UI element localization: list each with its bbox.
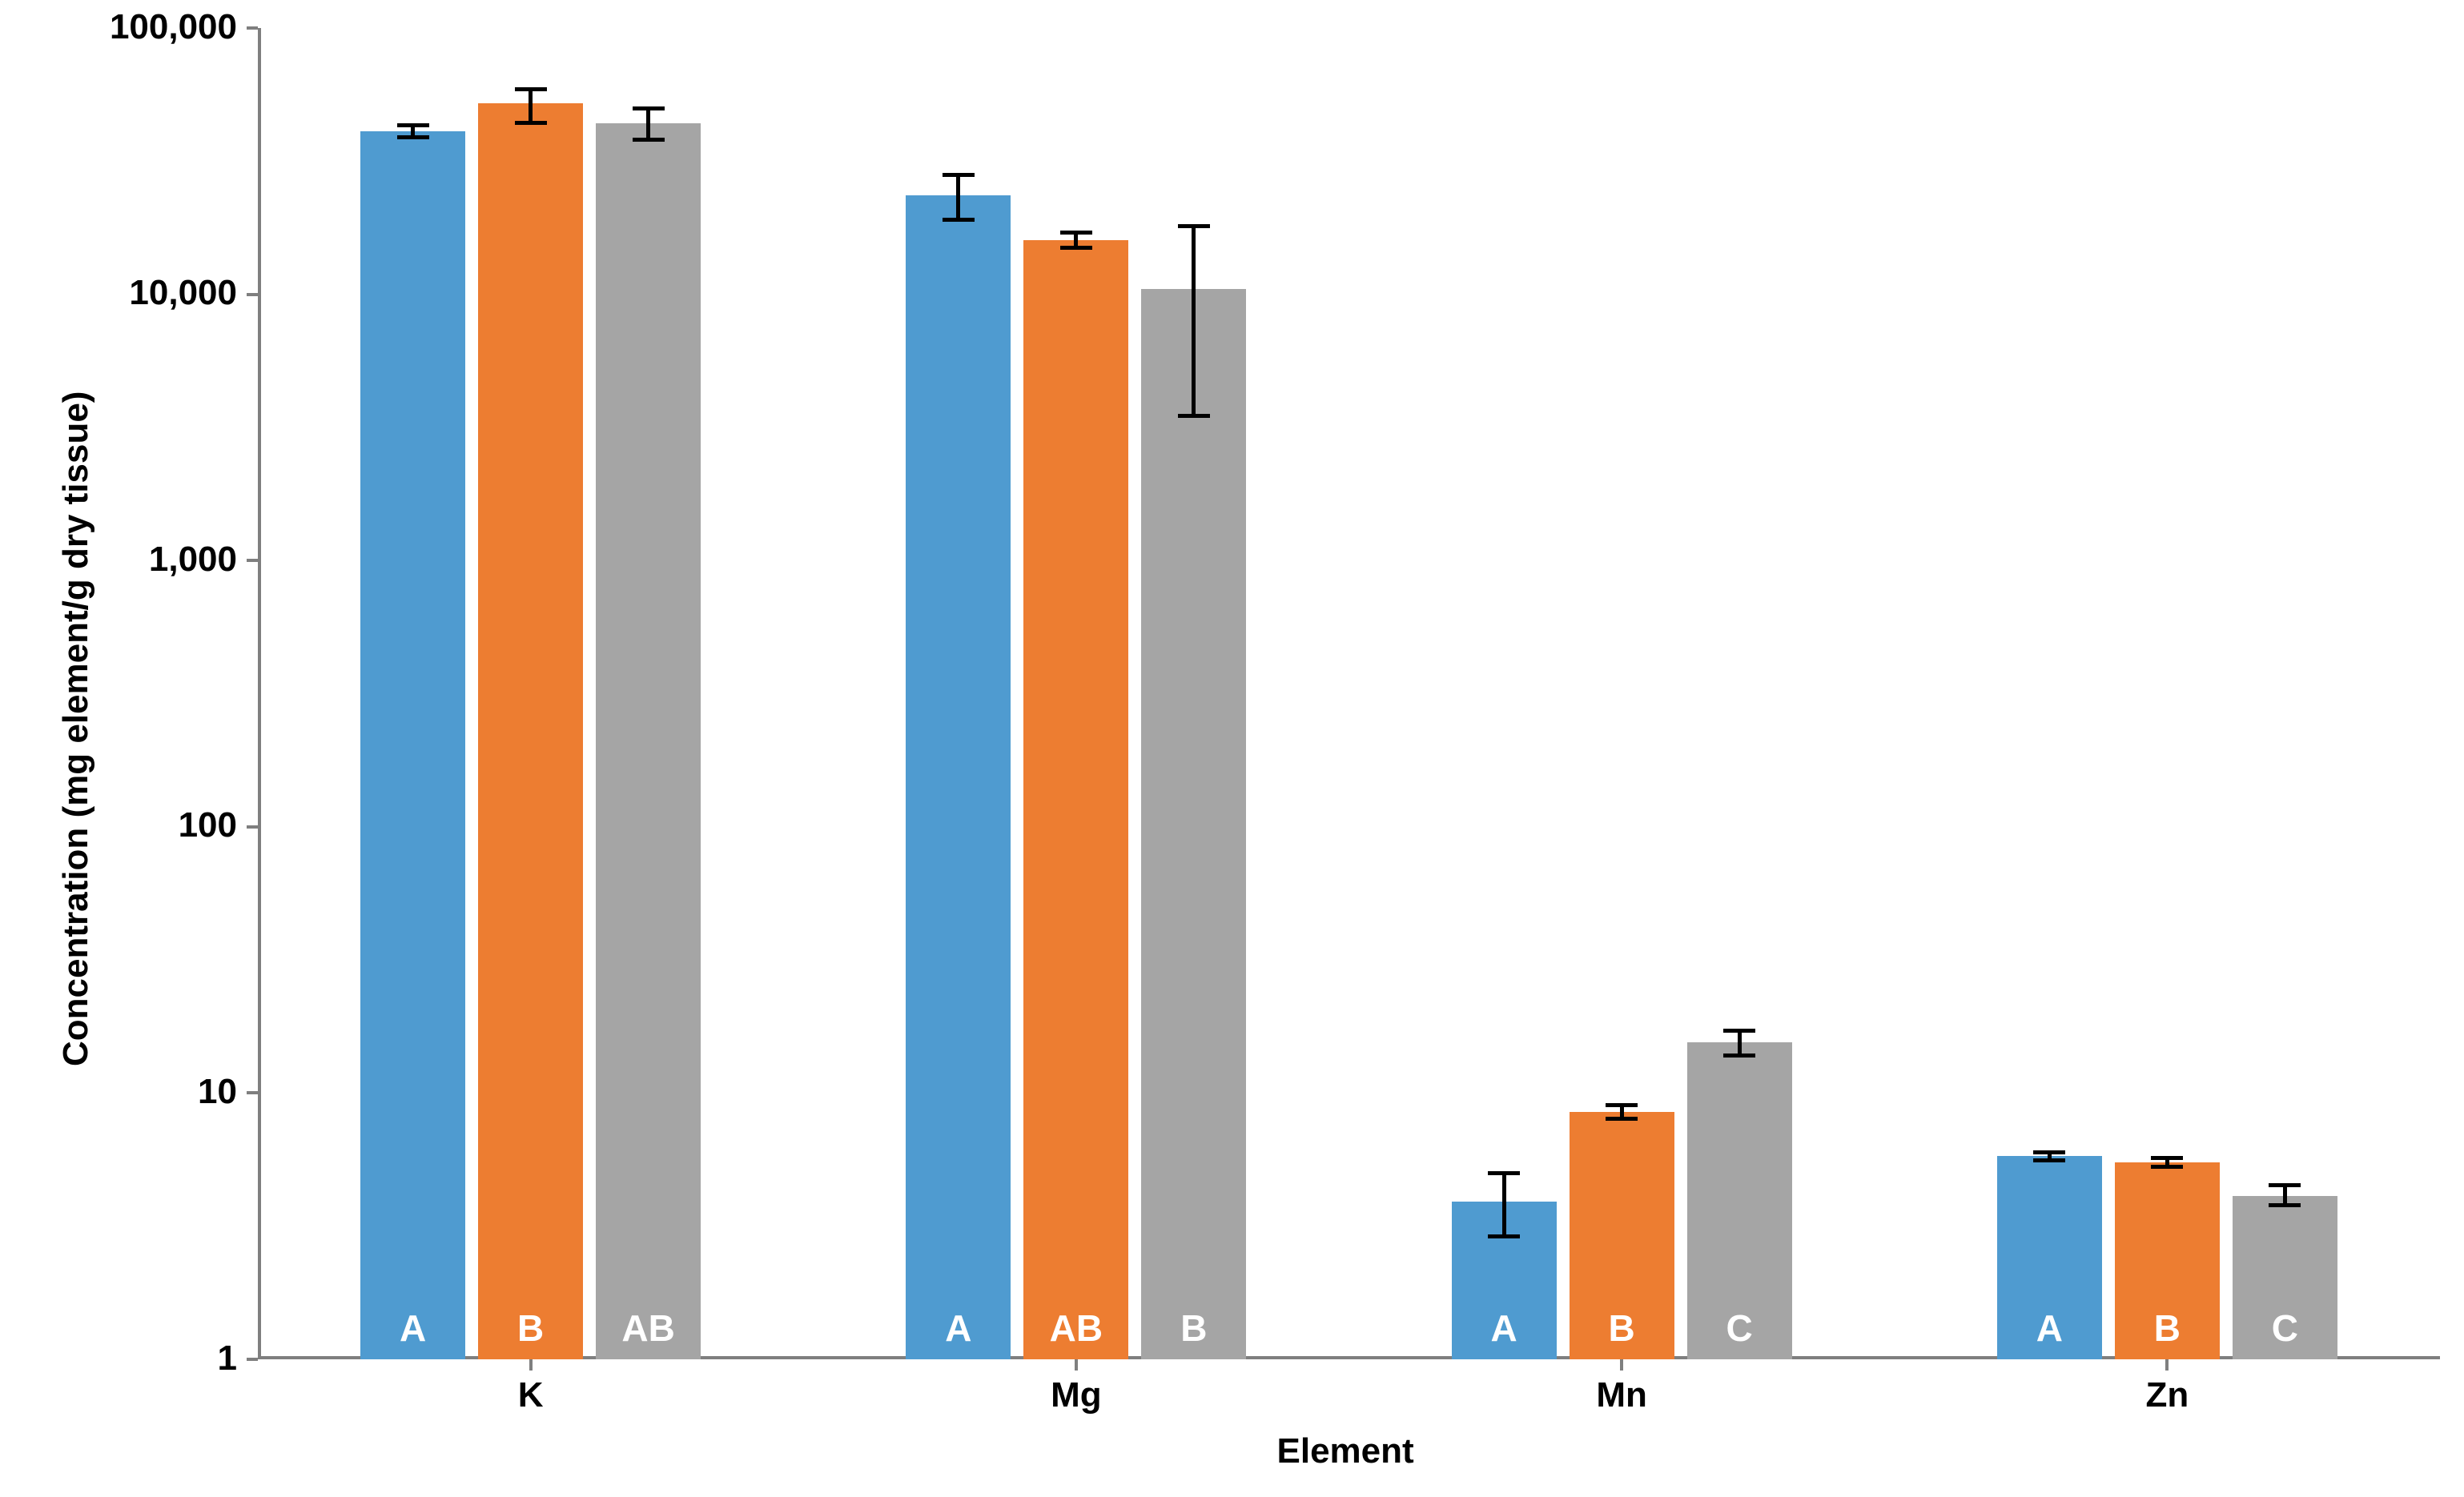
y-tick-mark — [247, 293, 258, 296]
bar-significance-letter: B — [478, 1306, 583, 1359]
y-tick-label: 1,000 — [149, 540, 237, 580]
y-axis-title: Concentration (mg element/g dry tissue) — [56, 391, 96, 1066]
bar-significance-letter: B — [1141, 1306, 1246, 1359]
error-bar-cap — [1723, 1054, 1755, 1058]
bar: B — [478, 103, 583, 1359]
y-tick-label: 10 — [198, 1072, 237, 1112]
x-category-label: Zn — [2119, 1375, 2215, 1415]
y-tick-mark — [247, 1358, 258, 1361]
error-bar-cap — [1178, 224, 1210, 228]
y-tick-label: 100,000 — [110, 7, 237, 47]
bar: A — [360, 131, 465, 1359]
error-bar — [646, 108, 650, 140]
x-tick-mark — [1075, 1359, 1078, 1371]
y-tick-mark — [247, 825, 258, 829]
chart-container: Concentration (mg element/g dry tissue) … — [0, 0, 2464, 1497]
x-tick-mark — [1620, 1359, 1623, 1371]
bar-significance-letter: A — [1997, 1306, 2102, 1359]
x-category-label: K — [483, 1375, 579, 1415]
bar-significance-letter: B — [2115, 1306, 2220, 1359]
error-bar-cap — [2269, 1183, 2301, 1187]
bar: AB — [1023, 240, 1128, 1359]
y-tick-mark — [247, 1091, 258, 1094]
bar-significance-letter: AB — [596, 1306, 701, 1359]
error-bar-cap — [515, 87, 547, 91]
y-tick-mark — [247, 559, 258, 562]
x-category-label: Mn — [1574, 1375, 1670, 1415]
error-bar-cap — [2033, 1150, 2065, 1154]
bar-significance-letter: B — [1570, 1306, 1674, 1359]
error-bar — [1192, 227, 1196, 416]
y-tick-mark — [247, 26, 258, 30]
error-bar-cap — [943, 173, 975, 177]
y-tick-label: 1 — [218, 1338, 237, 1379]
error-bar — [2283, 1186, 2287, 1205]
error-bar-cap — [1606, 1117, 1638, 1121]
error-bar-cap — [633, 106, 665, 110]
error-bar-cap — [397, 123, 429, 127]
error-bar-cap — [2033, 1158, 2065, 1162]
bar-significance-letter: C — [1687, 1306, 1792, 1359]
y-tick-label: 10,000 — [129, 273, 237, 313]
bar-significance-letter: A — [360, 1306, 465, 1359]
bar-significance-letter: A — [1452, 1306, 1557, 1359]
error-bar-cap — [2269, 1203, 2301, 1207]
bar: B — [1141, 289, 1246, 1359]
bar: AB — [596, 123, 701, 1359]
x-category-label: Mg — [1028, 1375, 1124, 1415]
bar-significance-letter: C — [2233, 1306, 2337, 1359]
plot-area — [258, 28, 2440, 1359]
error-bar-cap — [1178, 414, 1210, 418]
error-bar — [1738, 1030, 1742, 1056]
bar: B — [2115, 1162, 2220, 1359]
error-bar — [956, 175, 960, 220]
error-bar-cap — [633, 138, 665, 142]
bar: B — [1570, 1112, 1674, 1359]
error-bar-cap — [1060, 231, 1092, 235]
bar-significance-letter: A — [906, 1306, 1011, 1359]
error-bar-cap — [1723, 1029, 1755, 1033]
error-bar-cap — [1488, 1234, 1520, 1238]
bar-significance-letter: AB — [1023, 1306, 1128, 1359]
y-tick-label: 100 — [179, 805, 237, 845]
error-bar — [1502, 1174, 1506, 1237]
error-bar-cap — [1606, 1103, 1638, 1107]
error-bar-cap — [2151, 1165, 2183, 1169]
error-bar-cap — [943, 218, 975, 222]
x-axis-title: Element — [1277, 1431, 1414, 1471]
bar: A — [906, 195, 1011, 1359]
error-bar-cap — [515, 121, 547, 125]
error-bar-cap — [397, 135, 429, 139]
bar: C — [2233, 1196, 2337, 1359]
x-tick-mark — [529, 1359, 533, 1371]
error-bar-cap — [1488, 1171, 1520, 1175]
bar: C — [1687, 1042, 1792, 1359]
bar: A — [1997, 1156, 2102, 1359]
error-bar-cap — [1060, 246, 1092, 250]
error-bar — [529, 89, 533, 122]
error-bar-cap — [2151, 1156, 2183, 1160]
x-tick-mark — [2165, 1359, 2169, 1371]
